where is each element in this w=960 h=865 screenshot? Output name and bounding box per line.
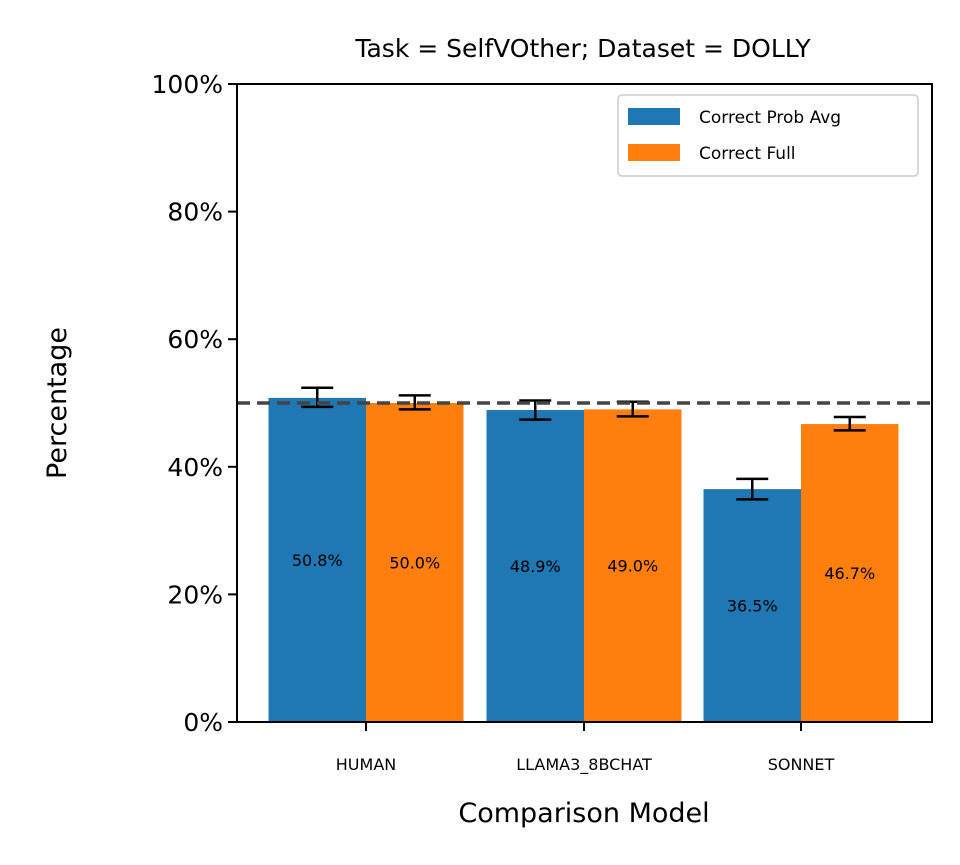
bar-correct-full (801, 424, 899, 722)
data-label: 49.0% (607, 557, 658, 576)
bar-correct-prob-avg (703, 489, 801, 722)
y-tick-label: 40% (167, 453, 223, 482)
bar-correct-full (366, 403, 464, 722)
x-tick-label: HUMAN (336, 755, 396, 774)
legend-label-correct-prob-avg: Correct Prob Avg (699, 108, 841, 128)
y-tick-label: 80% (167, 198, 223, 227)
chart-title: Task = SelfVOther; Dataset = DOLLY (354, 34, 811, 63)
data-label: 48.9% (510, 557, 561, 576)
data-label: 46.7% (824, 564, 875, 583)
x-axis-label: Comparison Model (458, 798, 709, 829)
legend-swatch-correct-prob-avg (628, 108, 680, 125)
legend: Correct Prob Avg Correct Full (617, 94, 919, 177)
data-label: 50.8% (292, 551, 343, 570)
x-tick-label: SONNET (768, 755, 835, 774)
data-label: 36.5% (727, 597, 778, 616)
y-tick-label: 100% (152, 70, 223, 99)
x-tick-label: LLAMA3_8BCHAT (516, 755, 652, 775)
legend-label-correct-full: Correct Full (699, 144, 796, 164)
y-tick-label: 20% (167, 580, 223, 609)
data-label: 50.0% (389, 554, 440, 573)
bar-correct-prob-avg (486, 410, 584, 722)
bar-correct-full (584, 409, 682, 722)
legend-box (617, 94, 919, 177)
bar-correct-prob-avg (268, 397, 366, 722)
y-tick-label: 60% (167, 325, 223, 354)
y-tick-label: 0% (183, 708, 223, 737)
plot-frame (236, 83, 933, 723)
y-axis-label: Percentage (42, 327, 73, 479)
legend-swatch-correct-full (628, 144, 680, 161)
